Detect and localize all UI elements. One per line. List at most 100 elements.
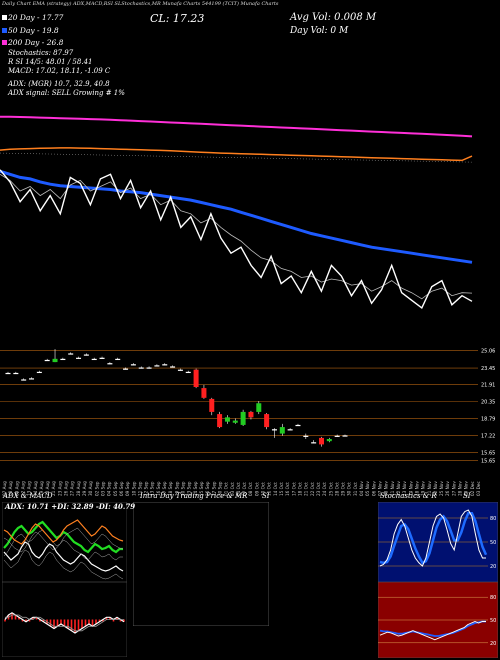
date-tick-label: 26 Sep xyxy=(205,481,210,496)
date-tick-label: 03 Oct xyxy=(230,482,235,496)
candle-body xyxy=(21,379,27,381)
candle-body xyxy=(209,398,215,412)
candle-body xyxy=(201,388,207,398)
candle-body xyxy=(342,435,348,437)
date-tick-label: 21 Nov xyxy=(427,481,432,496)
date-tick-label: 04 Oct xyxy=(236,482,241,496)
candle-body xyxy=(279,427,285,434)
date-tick-label: 15 Oct xyxy=(279,482,284,496)
rsi-signal-line xyxy=(379,620,486,637)
ema50-label: 50 Day - 19.8 xyxy=(8,26,59,35)
price-tick-label: 18.79 xyxy=(481,417,495,423)
candle-body xyxy=(256,403,262,412)
rsi-line xyxy=(379,621,486,641)
close-label: CL: 17.23 xyxy=(150,12,205,25)
candle-body xyxy=(107,363,113,365)
date-tick-label: 29 Oct xyxy=(341,482,346,496)
ema200-swatch xyxy=(2,40,7,45)
date-tick-label: 24 Oct xyxy=(322,482,327,496)
candle-body xyxy=(29,378,35,380)
date-tick-label: 21 Oct xyxy=(304,482,309,496)
ema20-label: 20 Day - 17.77 xyxy=(8,13,64,22)
date-tick-label: 01 Oct xyxy=(224,482,229,496)
adx-series-plus_di xyxy=(3,520,123,554)
date-tick-label: 12 Sep xyxy=(144,481,149,496)
intraday-frame xyxy=(133,502,269,626)
date-tick-label: 07 Nov xyxy=(378,481,383,496)
date-tick-label: 09 Aug xyxy=(14,481,19,496)
candle-body xyxy=(52,358,58,363)
series-ema200 xyxy=(0,147,473,162)
date-tick-label: 23 Oct xyxy=(316,482,321,496)
date-tick-label: 11 Oct xyxy=(267,482,272,496)
candle-body xyxy=(326,439,332,442)
candle-body xyxy=(68,353,74,355)
stochastics-label: Stochastics: 87.97 xyxy=(8,49,74,57)
candle-body xyxy=(334,435,340,437)
intraday-panel-title-si: SI xyxy=(262,492,270,500)
date-tick-label: 19 Nov xyxy=(421,481,426,496)
candle-body xyxy=(76,357,82,359)
date-tick-label: 25 Nov xyxy=(439,481,444,496)
date-tick-label: 21 Aug xyxy=(51,481,56,496)
avg-volume-label: Avg Vol: 0.008 M xyxy=(290,12,377,23)
date-axis: 07 Aug 08 Aug 09 Aug 12 Aug 13 Aug 14 Aug 19 A… xyxy=(2,481,481,496)
price-tick-label: 23.45 xyxy=(481,366,495,372)
date-tick-label: 16 Sep xyxy=(156,481,161,496)
rsi-tick-label: 20 xyxy=(490,641,496,647)
ema-helper-line xyxy=(0,152,473,163)
price-tick-label: 15.65 xyxy=(481,459,495,465)
date-tick-label: 03 Dec xyxy=(476,481,481,496)
date-tick-label: 14 Nov xyxy=(408,481,413,496)
date-tick-label: 11 Sep xyxy=(137,481,142,496)
stoch-d-line xyxy=(379,511,488,565)
stoch-tick-label: 20 xyxy=(490,564,496,570)
rsi-panel: 80 50 20 xyxy=(378,582,498,658)
adx-shadow-adx xyxy=(3,549,124,580)
date-tick-label: 13 Nov xyxy=(402,481,407,496)
candle-body xyxy=(303,435,309,437)
series-price xyxy=(0,169,473,309)
price-ema-chart xyxy=(0,115,473,309)
date-tick-label: 10 Oct xyxy=(261,482,266,496)
candle-body xyxy=(224,417,230,422)
date-tick-label: 08 Nov xyxy=(384,481,389,496)
adx-label: ADX: (MGR) 10.7, 32.9, 40.8 xyxy=(8,80,110,88)
date-tick-label: 22 Nov xyxy=(433,481,438,496)
date-tick-label: 27 Nov xyxy=(451,481,456,496)
price-tick-label: 15.65 xyxy=(481,451,495,457)
adx-values-label: ADX: 10.71 +DI: 32.89 -DI: 40.79 xyxy=(5,502,136,511)
date-tick-label: 28 Oct xyxy=(334,482,339,496)
candle-body xyxy=(138,367,144,369)
date-tick-label: 23 Aug xyxy=(57,481,62,496)
price-tick-label: 20.35 xyxy=(481,400,495,406)
adx-signal-label: ADX signal: SELL Growing # 1% xyxy=(8,89,125,97)
rsi-tick-label: 50 xyxy=(490,618,496,624)
candle-body xyxy=(271,429,277,431)
date-tick-label: 08 Oct xyxy=(248,482,253,496)
date-tick-label: 14 Oct xyxy=(273,482,278,496)
candle-body xyxy=(154,365,160,367)
candle-body xyxy=(5,372,11,375)
candle-body xyxy=(217,414,223,428)
date-tick-label: 24 Sep xyxy=(193,481,198,496)
date-tick-label: 04 Nov xyxy=(359,481,364,496)
date-tick-label: 25 Oct xyxy=(328,482,333,496)
candle-body xyxy=(248,411,254,418)
date-tick-label: 20 Aug xyxy=(45,481,50,496)
macd-label: MACD: 17.02, 18.11, -1.09 C xyxy=(8,67,111,75)
adx-panel-title: ADX & MACD xyxy=(3,492,53,500)
date-tick-label: 30 Aug xyxy=(88,481,93,496)
adx-panel xyxy=(2,502,127,582)
rsi-tick-label: 80 xyxy=(490,595,496,601)
date-tick-label: 22 Oct xyxy=(310,482,315,496)
adx-series-minus_di xyxy=(3,519,124,545)
ema50-swatch xyxy=(2,28,7,33)
date-tick-label: 12 Aug xyxy=(21,481,26,496)
date-tick-label: 19 Sep xyxy=(174,481,179,496)
date-tick-label: 23 Sep xyxy=(187,481,192,496)
date-tick-label: 07 Oct xyxy=(242,482,247,496)
date-tick-label: 18 Nov xyxy=(414,481,419,496)
date-tick-label: 16 Oct xyxy=(285,482,290,496)
date-tick-label: 26 Nov xyxy=(445,481,450,496)
